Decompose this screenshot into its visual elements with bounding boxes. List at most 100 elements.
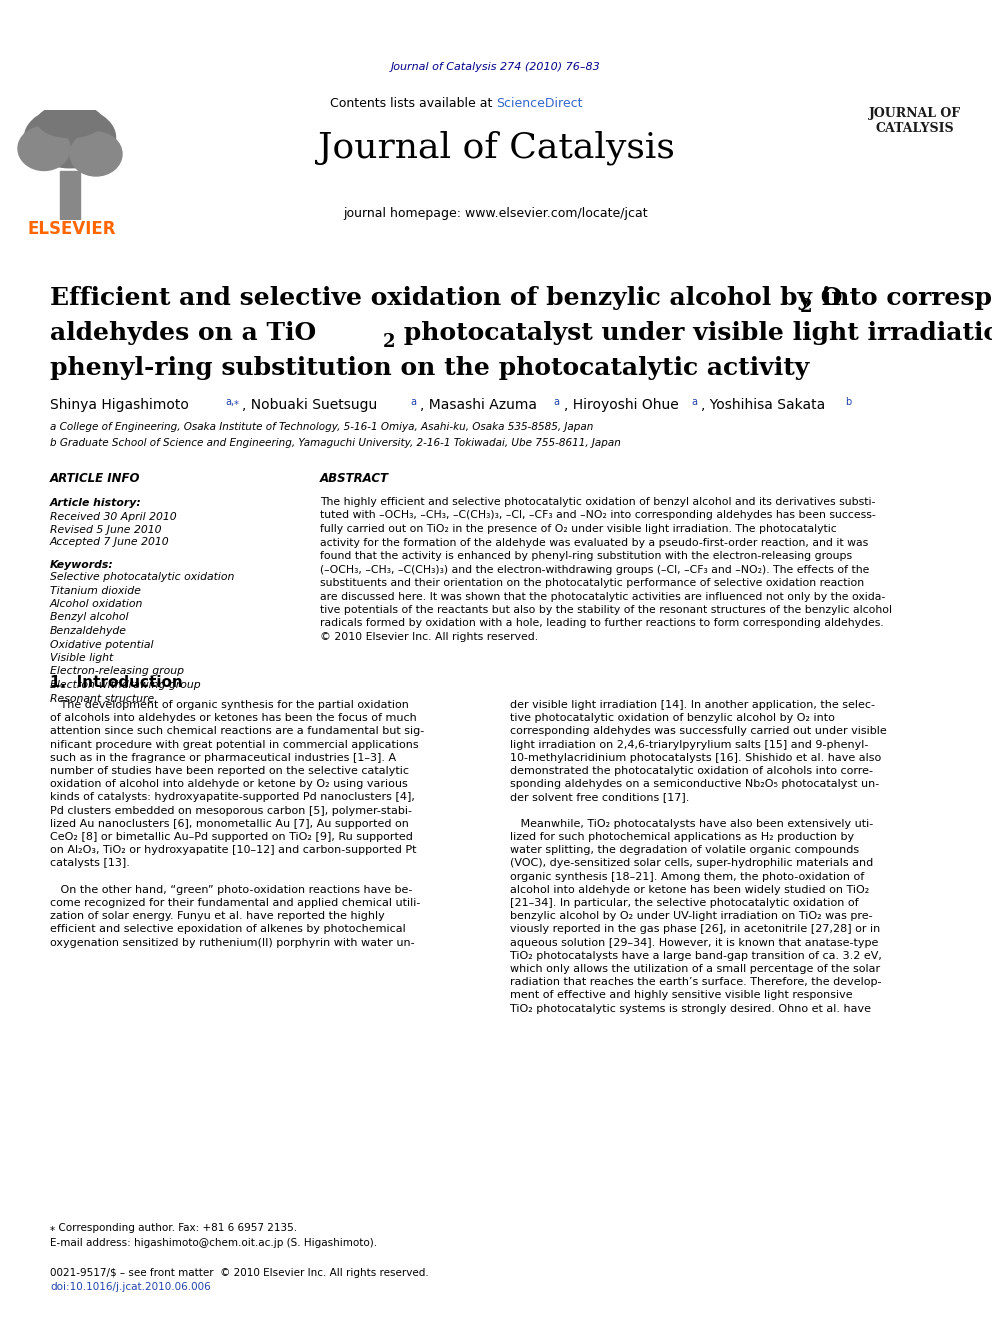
Text: nificant procedure with great potential in commercial applications: nificant procedure with great potential … <box>50 740 419 750</box>
Ellipse shape <box>70 132 122 176</box>
Text: Meanwhile, TiO₂ photocatalysts have also been extensively uti-: Meanwhile, TiO₂ photocatalysts have also… <box>510 819 873 828</box>
Bar <box>60 171 80 220</box>
Text: , Masashi Azuma: , Masashi Azuma <box>420 398 537 411</box>
Text: lized Au nanoclusters [6], monometallic Au [7], Au supported on: lized Au nanoclusters [6], monometallic … <box>50 819 409 828</box>
Text: a: a <box>410 397 416 407</box>
Text: The development of organic synthesis for the partial oxidation: The development of organic synthesis for… <box>50 700 409 710</box>
Text: 1.  Introduction: 1. Introduction <box>50 675 183 691</box>
Text: photocatalyst under visible light irradiation: Effect of: photocatalyst under visible light irradi… <box>395 321 992 345</box>
Text: efficient and selective epoxidation of alkenes by photochemical: efficient and selective epoxidation of a… <box>50 925 406 934</box>
Text: which only allows the utilization of a small percentage of the solar: which only allows the utilization of a s… <box>510 964 880 974</box>
Text: demonstrated the photocatalytic oxidation of alcohols into corre-: demonstrated the photocatalytic oxidatio… <box>510 766 873 777</box>
Text: b Graduate School of Science and Engineering, Yamaguchi University, 2-16-1 Tokiw: b Graduate School of Science and Enginee… <box>50 438 621 448</box>
Text: Shinya Higashimoto: Shinya Higashimoto <box>50 398 188 411</box>
Text: viously reported in the gas phase [26], in acetonitrile [27,28] or in: viously reported in the gas phase [26], … <box>510 925 880 934</box>
Text: On the other hand, “green” photo-oxidation reactions have be-: On the other hand, “green” photo-oxidati… <box>50 885 413 894</box>
Text: corresponding aldehydes was successfully carried out under visible: corresponding aldehydes was successfully… <box>510 726 887 737</box>
Text: The highly efficient and selective photocatalytic oxidation of benzyl alcohol an: The highly efficient and selective photo… <box>320 497 875 507</box>
Text: journal homepage: www.elsevier.com/locate/jcat: journal homepage: www.elsevier.com/locat… <box>343 206 649 220</box>
Text: a,⁎: a,⁎ <box>225 397 239 407</box>
Text: of alcohols into aldehydes or ketones has been the focus of much: of alcohols into aldehydes or ketones ha… <box>50 713 417 724</box>
Text: Efficient and selective oxidation of benzylic alcohol by O: Efficient and selective oxidation of ben… <box>50 286 842 310</box>
Text: , Yoshihisa Sakata: , Yoshihisa Sakata <box>701 398 825 411</box>
Text: Revised 5 June 2010: Revised 5 June 2010 <box>50 525 162 534</box>
Text: Article history:: Article history: <box>50 497 142 508</box>
Text: der visible light irradiation [14]. In another application, the selec-: der visible light irradiation [14]. In a… <box>510 700 875 710</box>
Text: on Al₂O₃, TiO₂ or hydroxyapatite [10–12] and carbon-supported Pt: on Al₂O₃, TiO₂ or hydroxyapatite [10–12]… <box>50 845 417 855</box>
Text: zation of solar energy. Funyu et al. have reported the highly: zation of solar energy. Funyu et al. hav… <box>50 912 385 921</box>
Text: such as in the fragrance or pharmaceutical industries [1–3]. A: such as in the fragrance or pharmaceutic… <box>50 753 396 763</box>
Text: come recognized for their fundamental and applied chemical utili-: come recognized for their fundamental an… <box>50 898 421 908</box>
Text: Alcohol oxidation: Alcohol oxidation <box>50 599 144 609</box>
Text: oxygenation sensitized by ruthenium(II) porphyrin with water un-: oxygenation sensitized by ruthenium(II) … <box>50 938 415 947</box>
Text: Keywords:: Keywords: <box>50 560 114 570</box>
Text: substituents and their orientation on the photocatalytic performance of selectiv: substituents and their orientation on th… <box>320 578 864 587</box>
Text: E-mail address: higashimoto@chem.oit.ac.jp (S. Higashimoto).: E-mail address: higashimoto@chem.oit.ac.… <box>50 1238 377 1248</box>
Text: are discussed here. It was shown that the photocatalytic activities are influenc: are discussed here. It was shown that th… <box>320 591 885 602</box>
Text: JOURNAL OF
CATALYSIS: JOURNAL OF CATALYSIS <box>869 107 961 135</box>
Text: b: b <box>845 397 851 407</box>
Text: radicals formed by oxidation with a hole, leading to further reactions to form c: radicals formed by oxidation with a hole… <box>320 618 884 628</box>
Text: catalysts [13].: catalysts [13]. <box>50 859 130 868</box>
Text: light irradiation on 2,4,6-triarylpyrylium salts [15] and 9-phenyl-: light irradiation on 2,4,6-triarylpyryli… <box>510 740 868 750</box>
Text: Benzaldehyde: Benzaldehyde <box>50 626 127 636</box>
Text: CeO₂ [8] or bimetallic Au–Pd supported on TiO₂ [9], Ru supported: CeO₂ [8] or bimetallic Au–Pd supported o… <box>50 832 413 841</box>
Text: 2: 2 <box>800 298 812 316</box>
Text: ELSEVIER: ELSEVIER <box>28 220 116 238</box>
Text: Accepted 7 June 2010: Accepted 7 June 2010 <box>50 537 170 546</box>
Text: doi:10.1016/j.jcat.2010.06.006: doi:10.1016/j.jcat.2010.06.006 <box>50 1282 210 1293</box>
Text: a: a <box>691 397 697 407</box>
Text: 2: 2 <box>383 333 396 351</box>
Text: Selective photocatalytic oxidation: Selective photocatalytic oxidation <box>50 572 234 582</box>
Text: a College of Engineering, Osaka Institute of Technology, 5-16-1 Omiya, Asahi-ku,: a College of Engineering, Osaka Institut… <box>50 422 593 433</box>
Text: Received 30 April 2010: Received 30 April 2010 <box>50 512 177 523</box>
Text: TiO₂ photocatalysts have a large band-gap transition of ca. 3.2 eV,: TiO₂ photocatalysts have a large band-ga… <box>510 951 882 960</box>
Text: phenyl-ring substitution on the photocatalytic activity: phenyl-ring substitution on the photocat… <box>50 356 809 380</box>
Text: attention since such chemical reactions are a fundamental but sig-: attention since such chemical reactions … <box>50 726 425 737</box>
Text: tuted with –OCH₃, –CH₃, –C(CH₃)₃, –Cl, –CF₃ and –NO₂ into corresponding aldehyde: tuted with –OCH₃, –CH₃, –C(CH₃)₃, –Cl, –… <box>320 511 876 520</box>
Text: Oxidative potential: Oxidative potential <box>50 639 154 650</box>
Text: Resonant structure: Resonant structure <box>50 693 154 704</box>
Text: der solvent free conditions [17].: der solvent free conditions [17]. <box>510 792 689 803</box>
Text: tive potentials of the reactants but also by the stability of the resonant struc: tive potentials of the reactants but als… <box>320 605 892 615</box>
Text: aldehydes on a TiO: aldehydes on a TiO <box>50 321 316 345</box>
Text: Journal of Catalysis: Journal of Catalysis <box>317 131 675 165</box>
Text: alcohol into aldehyde or ketone has been widely studied on TiO₂: alcohol into aldehyde or ketone has been… <box>510 885 869 894</box>
Text: , Hiroyoshi Ohue: , Hiroyoshi Ohue <box>564 398 679 411</box>
Ellipse shape <box>25 107 115 168</box>
Text: Electron-withdrawing group: Electron-withdrawing group <box>50 680 200 691</box>
Text: into corresponding: into corresponding <box>813 286 992 310</box>
Text: © 2010 Elsevier Inc. All rights reserved.: © 2010 Elsevier Inc. All rights reserved… <box>320 632 538 642</box>
Text: Electron-releasing group: Electron-releasing group <box>50 667 184 676</box>
Text: organic synthesis [18–21]. Among them, the photo-oxidation of: organic synthesis [18–21]. Among them, t… <box>510 872 864 881</box>
Text: [21–34]. In particular, the selective photocatalytic oxidation of: [21–34]. In particular, the selective ph… <box>510 898 859 908</box>
Text: kinds of catalysts: hydroxyapatite-supported Pd nanoclusters [4],: kinds of catalysts: hydroxyapatite-suppo… <box>50 792 415 803</box>
Text: activity for the formation of the aldehyde was evaluated by a pseudo-first-order: activity for the formation of the aldehy… <box>320 537 868 548</box>
Text: number of studies have been reported on the selective catalytic: number of studies have been reported on … <box>50 766 409 777</box>
Text: lized for such photochemical applications as H₂ production by: lized for such photochemical application… <box>510 832 854 841</box>
Text: 0021-9517/$ – see front matter  © 2010 Elsevier Inc. All rights reserved.: 0021-9517/$ – see front matter © 2010 El… <box>50 1267 429 1278</box>
Text: aqueous solution [29–34]. However, it is known that anatase-type: aqueous solution [29–34]. However, it is… <box>510 938 878 947</box>
Text: found that the activity is enhanced by phenyl-ring substitution with the electro: found that the activity is enhanced by p… <box>320 550 852 561</box>
Ellipse shape <box>38 105 102 138</box>
Text: Benzyl alcohol: Benzyl alcohol <box>50 613 129 623</box>
Text: , Nobuaki Suetsugu: , Nobuaki Suetsugu <box>242 398 377 411</box>
Text: Titanium dioxide: Titanium dioxide <box>50 586 141 595</box>
Text: ment of effective and highly sensitive visible light responsive: ment of effective and highly sensitive v… <box>510 991 853 1000</box>
Text: TiO₂ photocatalytic systems is strongly desired. Ohno et al. have: TiO₂ photocatalytic systems is strongly … <box>510 1004 871 1013</box>
Text: sponding aldehydes on a semiconductive Nb₂O₅ photocatalyst un-: sponding aldehydes on a semiconductive N… <box>510 779 879 790</box>
Text: ScienceDirect: ScienceDirect <box>496 97 582 110</box>
Text: Visible light: Visible light <box>50 654 113 663</box>
Text: Journal of Catalysis 274 (2010) 76–83: Journal of Catalysis 274 (2010) 76–83 <box>391 62 601 71</box>
Ellipse shape <box>18 127 70 171</box>
Text: Pd clusters embedded on mesoporous carbon [5], polymer-stabi-: Pd clusters embedded on mesoporous carbo… <box>50 806 412 815</box>
Text: fully carried out on TiO₂ in the presence of O₂ under visible light irradiation.: fully carried out on TiO₂ in the presenc… <box>320 524 836 534</box>
Text: tive photocatalytic oxidation of benzylic alcohol by O₂ into: tive photocatalytic oxidation of benzyli… <box>510 713 835 724</box>
Text: (VOC), dye-sensitized solar cells, super-hydrophilic materials and: (VOC), dye-sensitized solar cells, super… <box>510 859 873 868</box>
Text: ABSTRACT: ABSTRACT <box>320 472 389 486</box>
Text: water splitting, the degradation of volatile organic compounds: water splitting, the degradation of vola… <box>510 845 859 855</box>
Text: a: a <box>553 397 559 407</box>
Text: ⁎ Corresponding author. Fax: +81 6 6957 2135.: ⁎ Corresponding author. Fax: +81 6 6957 … <box>50 1222 298 1233</box>
Text: (–OCH₃, –CH₃, –C(CH₃)₃) and the electron-withdrawing groups (–Cl, –CF₃ and –NO₂): (–OCH₃, –CH₃, –C(CH₃)₃) and the electron… <box>320 565 869 574</box>
Text: ARTICLE INFO: ARTICLE INFO <box>50 472 141 486</box>
